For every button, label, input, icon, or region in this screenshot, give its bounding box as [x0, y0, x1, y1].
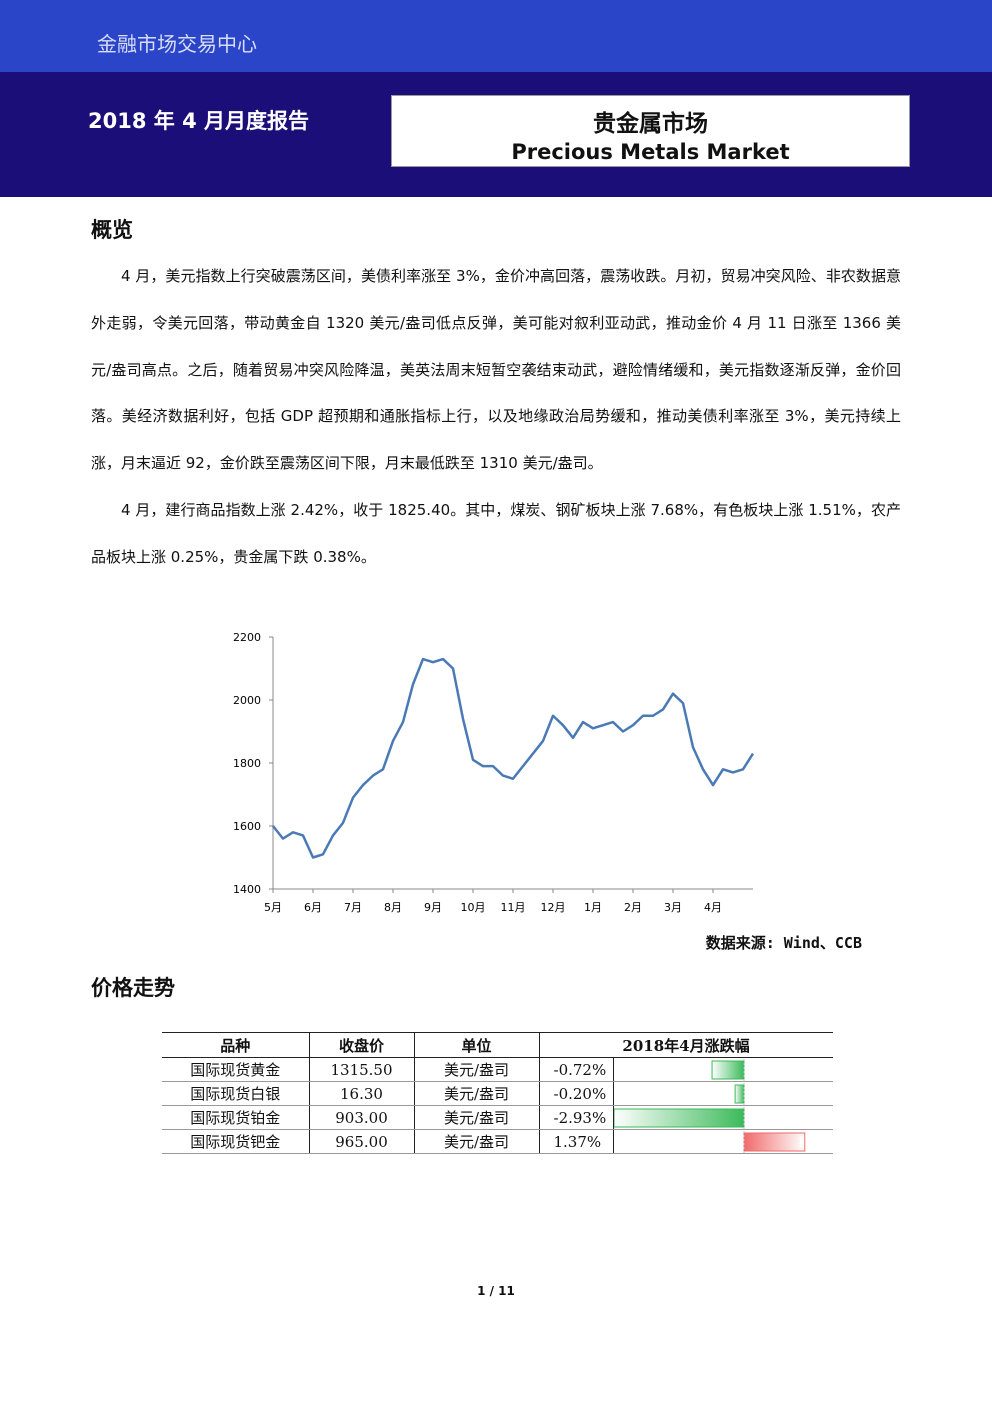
- table-cell: 国际现货黄金: [162, 1057, 309, 1082]
- header-cell: 品种: [162, 1032, 309, 1058]
- table-row: 国际现货钯金 965.00 美元/盎司 1.37% 1: [162, 1129, 833, 1154]
- x-tick-label: 8月: [384, 901, 402, 914]
- bar-cell: [612, 1057, 833, 1082]
- y-tick-label: 2000: [233, 694, 261, 707]
- x-tick-label: 6月: [304, 901, 322, 914]
- x-tick-label: 1月: [584, 901, 602, 914]
- header-cell: 单位: [413, 1032, 539, 1058]
- change-bar: [711, 1060, 745, 1079]
- change-cell: -2.93%: [538, 1105, 613, 1130]
- table-row: 国际现货白银 16.30 美元/盎司 -0.20%: [162, 1081, 833, 1106]
- table-cell: 965.00: [308, 1129, 414, 1154]
- table-body: 国际现货黄金 1315.50 美元/盎司 -0.72% 国际现货白银 16.30 美元/盎司…: [162, 1057, 833, 1154]
- top-bar: [0, 0, 992, 72]
- title-box: 贵金属市场 Precious Metals Market: [391, 95, 910, 167]
- chart: 1400 1600 1800 2000 2200 5月 6月 7月 8月 9月 10月 11月 12月 1…: [233, 631, 755, 914]
- org-name: 金融市场交易中心: [97, 32, 257, 56]
- table-cell: 国际现货钯金: [162, 1129, 309, 1154]
- y-tick-label: 1800: [233, 757, 261, 770]
- bar-cell: 1: [612, 1129, 833, 1154]
- bar-svg: [613, 1106, 744, 1129]
- x-tick-label: 11月: [501, 901, 526, 914]
- change-bar: [734, 1084, 745, 1103]
- bar-label: 1: [796, 1136, 804, 1151]
- x-tick-label: 2月: [624, 901, 642, 914]
- x-tick-label: 4月: [704, 901, 722, 914]
- y-tick-label: 1600: [233, 820, 261, 833]
- x-tick-label: 12月: [541, 901, 566, 914]
- price-table: 品种 收盘价 单位 2018年4月涨跌幅 国际现货黄金 1315.50 美元/盎司 -0.7…: [162, 1032, 833, 1154]
- y-tick-label: 2200: [233, 631, 261, 644]
- table-cell: 1315.50: [308, 1057, 414, 1082]
- y-tick-label: 1400: [233, 883, 261, 896]
- x-tick-label: 10月: [461, 901, 486, 914]
- table-cell: 美元/盎司: [413, 1129, 539, 1154]
- table-cell: 国际现货铂金: [162, 1105, 309, 1130]
- table-cell: 16.30: [308, 1081, 414, 1106]
- price-line: [272, 657, 755, 859]
- source: 数据来源: Wind、CCB: [705, 934, 862, 952]
- paragraph: 4 月，美元指数上行突破震荡区间，美债利率涨至 3%，金价冲高回落，震荡收跌。月…: [91, 267, 901, 473]
- title-en: Precious Metals Market: [511, 140, 790, 164]
- header-cell: 2018年4月涨跌幅: [538, 1032, 833, 1058]
- table-row: 国际现货黄金 1315.50 美元/盎司 -0.72%: [162, 1057, 833, 1082]
- table-cell: 美元/盎司: [413, 1057, 539, 1082]
- change-bar: [743, 1132, 805, 1151]
- paragraphs: 4 月，美元指数上行突破震荡区间，美债利率涨至 3%，金价冲高回落，震荡收跌。月…: [91, 253, 901, 581]
- bar-svg: [734, 1082, 745, 1105]
- bar-svg: 1: [743, 1130, 805, 1153]
- bar-svg: [711, 1058, 745, 1081]
- change-cell: -0.20%: [538, 1081, 613, 1106]
- table-cell: 国际现货白银: [162, 1081, 309, 1106]
- table-cell: 美元/盎司: [413, 1081, 539, 1106]
- header-row: 品种 收盘价 单位 2018年4月涨跌幅: [162, 1032, 833, 1058]
- x-tick-label: 3月: [664, 901, 682, 914]
- x-tick-label: 5月: [264, 901, 282, 914]
- section-heading: 价格走势: [91, 976, 175, 1000]
- table-cell: 美元/盎司: [413, 1105, 539, 1130]
- bar-cell: [612, 1105, 833, 1130]
- change-cell: -0.72%: [538, 1057, 613, 1082]
- paragraph: 4 月，建行商品指数上涨 2.42%，收于 1825.40。其中，煤炭、钢矿板块…: [91, 500, 901, 566]
- x-tick-label: 7月: [344, 901, 362, 914]
- section-heading: 概览: [91, 218, 133, 242]
- x-tick-label: 9月: [424, 901, 442, 914]
- header-cell: 收盘价: [308, 1032, 414, 1058]
- change-cell: 1.37%: [538, 1129, 613, 1154]
- title-cn: 贵金属市场: [593, 111, 708, 137]
- table-row: 国际现货铂金 903.00 美元/盎司 -2.93%: [162, 1105, 833, 1130]
- report-title: 2018 年 4 月月度报告: [88, 109, 309, 133]
- page-number: 1 / 11: [477, 1284, 515, 1298]
- table-cell: 903.00: [308, 1105, 414, 1130]
- bar-cell: [612, 1081, 833, 1106]
- change-bar: [613, 1108, 744, 1127]
